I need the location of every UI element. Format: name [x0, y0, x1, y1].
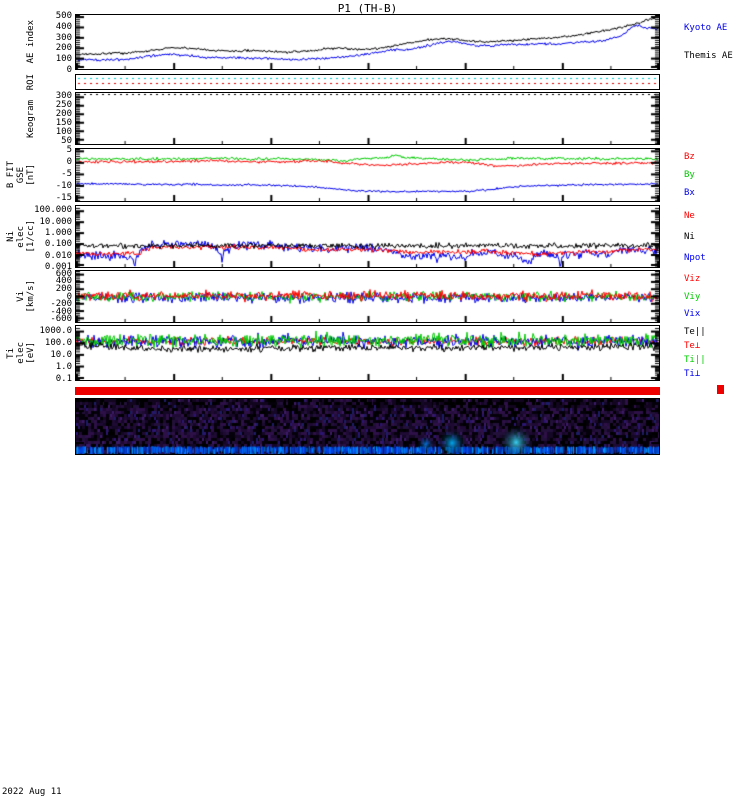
legend-viy: Viy — [684, 291, 701, 302]
ytick-label: 10.0 — [50, 349, 72, 360]
panel-ni — [75, 205, 660, 268]
legend-themis-ae: Themis AE — [684, 51, 733, 61]
panel-ti — [75, 325, 660, 381]
axis-label-line: Keogram — [26, 99, 36, 138]
ytick-label: 0.100 — [44, 239, 72, 250]
legend-by: By — [684, 170, 695, 180]
axis-label-line: [eV] — [26, 342, 36, 364]
ytick-label: 0.1 — [55, 374, 72, 385]
ytick-label: 0 — [66, 65, 72, 75]
axis-label-line: elec — [16, 342, 26, 364]
sst_ions-canvas — [76, 399, 659, 454]
legend-kyoto-ae: Kyoto AE — [684, 23, 728, 33]
legend-npot: Npot — [684, 252, 706, 263]
axis-label-line: Ti — [6, 347, 16, 359]
panel-vi — [75, 270, 660, 323]
ytick-label: 150 — [55, 117, 72, 128]
axis-label-keogram: Keogram — [2, 92, 36, 145]
ytick-label: 500 — [55, 11, 72, 22]
legend-te-x22a5-: Te⊥ — [684, 341, 701, 351]
axis-label-line: B FIT — [6, 161, 16, 189]
legend-bx: Bx — [684, 188, 695, 198]
ytick-label: -400 — [50, 306, 72, 317]
date-label: 2022 Aug 11 — [2, 787, 62, 797]
ytick-label: 100.000 — [34, 205, 72, 216]
panel-roi — [75, 74, 660, 90]
panel-ae — [75, 14, 660, 70]
legend-te-: Te|| — [684, 327, 706, 337]
ytick-label: -200 — [50, 299, 72, 310]
panel-keogram — [75, 92, 660, 145]
ytick-label: 0.010 — [44, 250, 72, 261]
ytick-label: 0 — [66, 157, 72, 168]
ytick-label: 400 — [55, 21, 72, 32]
ytick-label: 0.001 — [44, 261, 72, 272]
ytick-label: 10.000 — [39, 216, 72, 227]
keogram-canvas — [76, 93, 659, 144]
ytick-label: -10 — [55, 181, 72, 192]
bfit-canvas — [76, 149, 659, 201]
ytick-label: 300 — [55, 91, 72, 102]
legend-viz: Viz — [684, 273, 701, 284]
legend-ni: Ni — [684, 231, 695, 242]
ytick-label: 1.0 — [55, 362, 72, 373]
ytick-label: 5 — [66, 145, 72, 156]
axis-label-line: GSE — [16, 166, 26, 184]
axis-label-bfit: B FIT GSE [nT] — [2, 148, 36, 202]
ytick-label: 1000.0 — [39, 325, 72, 336]
ytick-label: 200 — [55, 109, 72, 120]
ytick-label: 200 — [55, 283, 72, 294]
axis-label-line: [nT] — [26, 164, 36, 186]
panel-sst_ions — [75, 398, 660, 455]
ytick-label: 1.000 — [44, 227, 72, 238]
axis-label-line: AE index — [26, 20, 36, 64]
bottom-axis: 2022 Aug 11 — [0, 752, 750, 800]
ytick-label: 50 — [61, 135, 72, 146]
quality-bar — [75, 386, 660, 396]
ytick-label: -600 — [50, 314, 72, 325]
ytick-label: 100 — [55, 54, 72, 65]
axis-label-roi: ROI — [2, 74, 36, 90]
roi-canvas — [76, 75, 659, 89]
vi-canvas — [76, 271, 659, 322]
ytick-label: 250 — [55, 100, 72, 111]
axis-label-ni: Ni elec [1/cc] — [2, 205, 36, 268]
axis-label-line: Vi — [16, 291, 26, 302]
axis-label-line: Ni — [6, 231, 16, 242]
ytick-label: 0 — [66, 291, 72, 302]
ytick-label: 300 — [55, 32, 72, 43]
axis-label-line: elec — [16, 225, 26, 248]
ti-canvas — [76, 326, 659, 380]
axis-label-line: ROI — [26, 73, 36, 91]
legend-bz: Bz — [684, 152, 695, 162]
ytick-label: 200 — [55, 43, 72, 54]
ytick-label: 400 — [55, 276, 72, 287]
ytick-label: 100 — [55, 126, 72, 137]
legend-ne: Ne — [684, 210, 695, 221]
panel-bfit — [75, 148, 660, 202]
axis-label-vi: Vi [km/s] — [2, 270, 36, 323]
axis-label-ti: Ti elec [eV] — [2, 325, 36, 381]
page-title: P1 (TH-B) — [337, 2, 398, 15]
ytick-label: -5 — [61, 169, 72, 180]
ytick-label: -15 — [55, 193, 72, 204]
legend-ti-x22a5-: Ti⊥ — [684, 369, 701, 379]
axis-label-line: [1/cc] — [26, 220, 36, 253]
ytick-label: 100.0 — [44, 337, 72, 348]
legend-ti-: Ti|| — [684, 355, 706, 365]
ni-canvas — [76, 206, 659, 267]
ytick-label: 600 — [55, 268, 72, 279]
legend-vix: Vix — [684, 309, 701, 320]
quality-bar-marker — [717, 385, 724, 394]
axis-label-line: [km/s] — [26, 280, 36, 313]
axis-label-ae: AE index — [2, 14, 36, 70]
ae-canvas — [76, 15, 659, 69]
